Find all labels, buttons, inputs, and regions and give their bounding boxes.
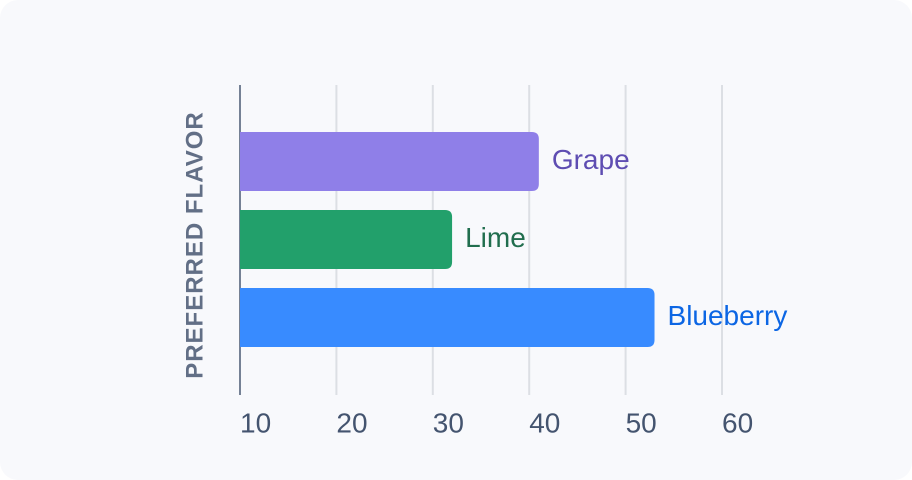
bar xyxy=(240,132,539,191)
y-axis-title: PREFERRED FLAVOR xyxy=(181,111,208,379)
x-tick-label: 50 xyxy=(626,407,657,438)
bar xyxy=(240,288,655,347)
bar-label: Lime xyxy=(465,222,526,253)
x-tick-label: 10 xyxy=(240,407,271,438)
x-tick-label: 40 xyxy=(529,407,560,438)
x-tick-label: 20 xyxy=(336,407,367,438)
x-tick-label: 30 xyxy=(433,407,464,438)
bar xyxy=(240,210,453,269)
bar-label: Blueberry xyxy=(668,300,788,331)
bar-label: Grape xyxy=(552,144,630,175)
x-tick-label: 60 xyxy=(722,407,753,438)
